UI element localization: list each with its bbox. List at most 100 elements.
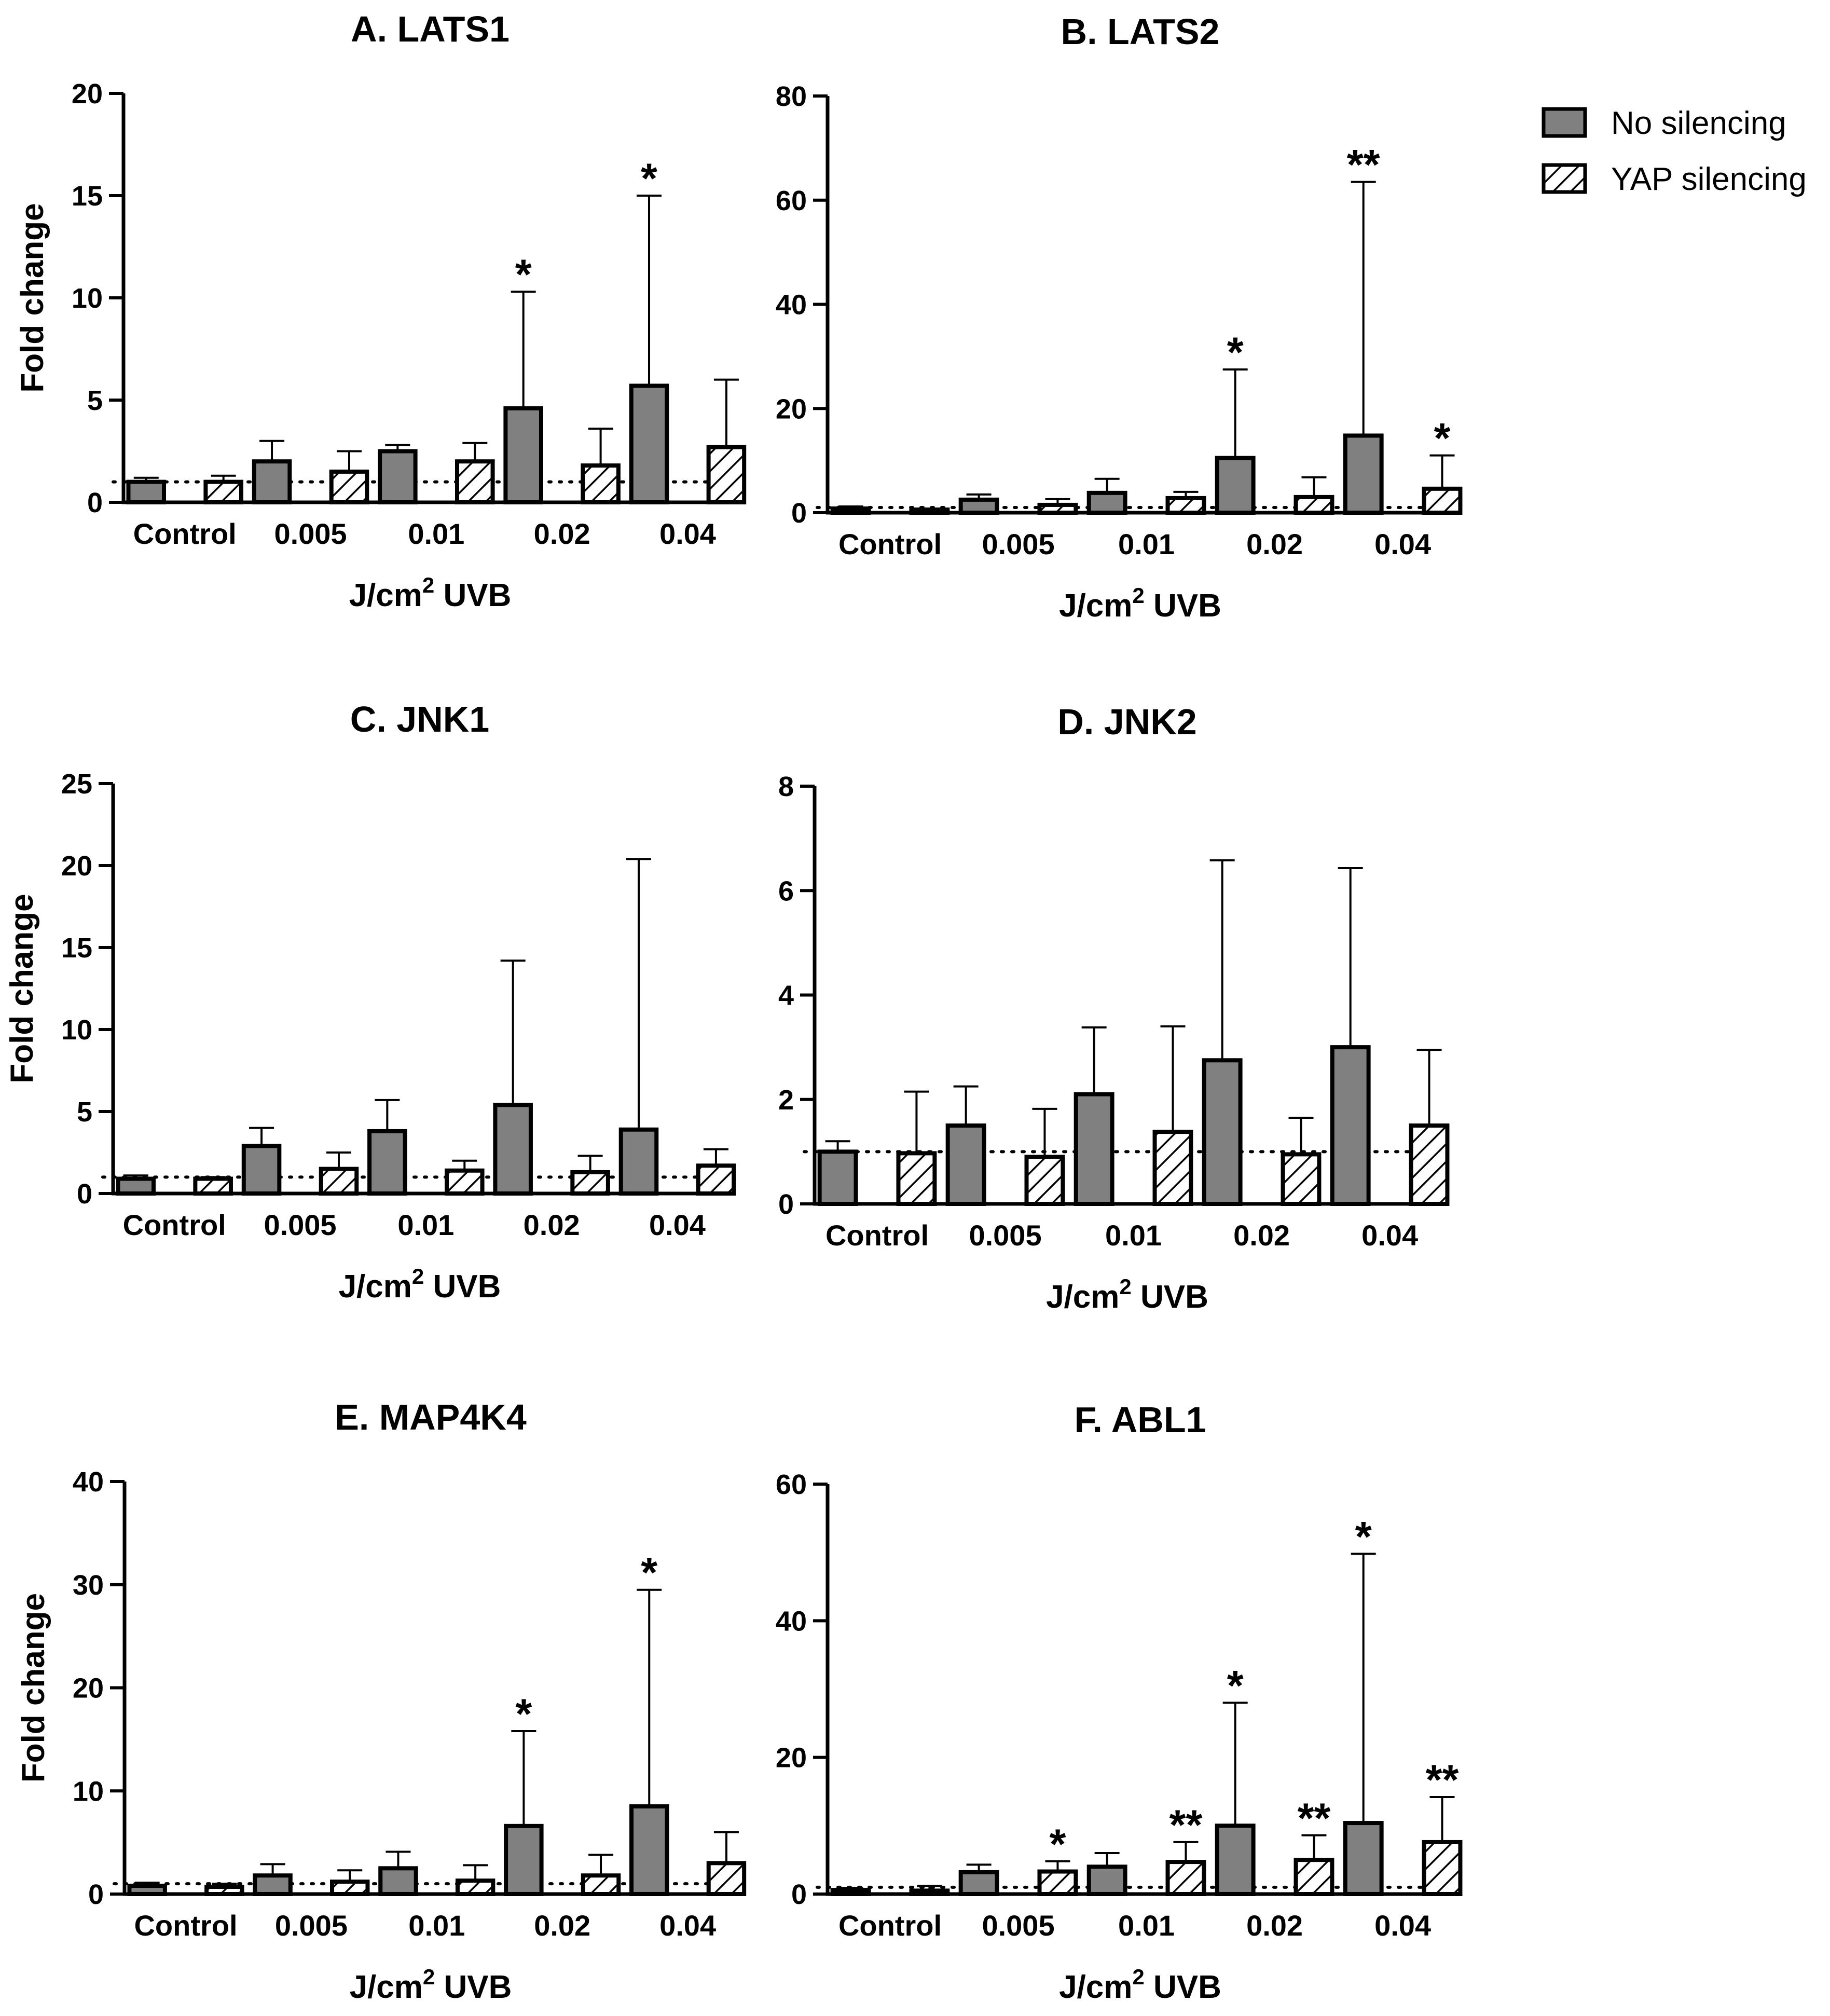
y-tick-label: 20 bbox=[61, 851, 92, 882]
x-axis-label-unit: J/cm bbox=[350, 1969, 423, 2005]
significance-mark: * bbox=[641, 155, 657, 202]
bar-no-silencing bbox=[1086, 1864, 1127, 1896]
chart-title: E. MAP4K4 bbox=[335, 1397, 527, 1437]
significance-mark: * bbox=[1227, 329, 1244, 376]
y-tick-label: 40 bbox=[776, 290, 807, 321]
bar-yap-silencing bbox=[696, 1163, 736, 1196]
legend-swatch-yap-silencing bbox=[1542, 163, 1587, 194]
bar-no-silencing bbox=[1330, 1045, 1371, 1206]
bar-yap-silencing bbox=[1294, 1858, 1334, 1897]
x-tick-label: 0.01 bbox=[408, 1909, 465, 1942]
significance-mark: ** bbox=[1298, 1795, 1331, 1842]
panel-jnk2: D. JNK2 Control 0.005 0.01 0.02 0.04 0 2 4 6 8 J/cm… bbox=[778, 702, 1450, 1315]
x-tick-label: 0.04 bbox=[1361, 1219, 1418, 1252]
x-axis-label-suffix: UVB bbox=[424, 1269, 501, 1305]
x-tick-label: 0.02 bbox=[1246, 1909, 1303, 1942]
bar-no-silencing bbox=[629, 383, 669, 504]
y-tick-label: 25 bbox=[61, 769, 92, 800]
x-axis-label: J/cm2 UVB bbox=[1059, 1965, 1221, 2005]
x-tick-label: 0.04 bbox=[659, 1909, 716, 1942]
x-axis-label-suffix: UVB bbox=[1145, 588, 1221, 624]
y-tick-label: 5 bbox=[77, 1096, 92, 1128]
x-tick-label: 0.005 bbox=[982, 528, 1054, 560]
bar-yap-silencing bbox=[1024, 1155, 1065, 1206]
significance-mark: * bbox=[1355, 1513, 1372, 1560]
bar-no-silencing bbox=[1215, 1823, 1256, 1896]
chart-title: C. JNK1 bbox=[350, 699, 489, 739]
bar-no-silencing bbox=[1215, 456, 1256, 515]
x-axis-label-sup: 2 bbox=[423, 1965, 435, 1989]
bar-yap-silencing bbox=[1294, 495, 1334, 515]
y-tick-label: 80 bbox=[776, 81, 807, 112]
x-axis-label-sup: 2 bbox=[1119, 1274, 1131, 1299]
x-tick-label: 0.04 bbox=[1374, 528, 1431, 560]
bar-yap-silencing bbox=[1409, 1123, 1450, 1206]
y-tick-label: 0 bbox=[77, 1178, 92, 1210]
bar-yap-silencing bbox=[330, 1880, 370, 1896]
x-axis-label: J/cm2 UVB bbox=[339, 1264, 501, 1305]
x-axis-label-unit: J/cm bbox=[1059, 588, 1132, 624]
y-tick-label: 6 bbox=[778, 875, 794, 907]
x-tick-label: Control bbox=[825, 1219, 929, 1252]
y-axis-label: Fold change bbox=[15, 203, 50, 392]
x-axis-label-suffix: UVB bbox=[435, 1969, 512, 2005]
bar-no-silencing bbox=[378, 449, 418, 504]
bar-no-silencing bbox=[1086, 490, 1127, 515]
x-axis-label-sup: 2 bbox=[422, 573, 434, 597]
significance-mark: * bbox=[1227, 1662, 1244, 1709]
x-tick-label: 0.01 bbox=[397, 1209, 454, 1241]
bar-yap-silencing bbox=[455, 459, 495, 505]
bar-no-silencing bbox=[493, 1103, 533, 1196]
x-tick-label: Control bbox=[838, 528, 942, 560]
y-tick-label: 20 bbox=[776, 393, 807, 424]
x-tick-label: 0.01 bbox=[1118, 528, 1175, 560]
panel-abl1: F. ABL1Control*0.005**0.01***0.02***0.04… bbox=[776, 1400, 1463, 2005]
bar-yap-silencing bbox=[329, 469, 369, 505]
bar-yap-silencing bbox=[203, 479, 243, 504]
bar-yap-silencing bbox=[1422, 1840, 1463, 1897]
x-tick-label: 0.005 bbox=[264, 1209, 336, 1241]
y-tick-label: 0 bbox=[88, 1879, 104, 1910]
bar-yap-silencing bbox=[1165, 496, 1206, 515]
legend-swatch-no-silencing bbox=[1542, 107, 1587, 138]
y-tick-label: 60 bbox=[776, 1469, 807, 1500]
bar-no-silencing bbox=[1343, 433, 1384, 515]
chart-title: D. JNK2 bbox=[1057, 702, 1196, 742]
y-tick-label: 20 bbox=[776, 1743, 807, 1774]
bar-yap-silencing bbox=[319, 1167, 359, 1196]
bar-yap-silencing bbox=[1422, 486, 1463, 515]
legend-label-no-silencing: No silencing bbox=[1611, 105, 1786, 141]
y-tick-label: 5 bbox=[87, 385, 103, 416]
bar-yap-silencing bbox=[1152, 1130, 1193, 1206]
bar-yap-silencing bbox=[1165, 1860, 1206, 1897]
y-tick-label: 15 bbox=[72, 181, 103, 212]
x-tick-label: Control bbox=[838, 1909, 942, 1942]
y-tick-label: 0 bbox=[791, 498, 807, 529]
x-tick-label: 0.005 bbox=[274, 517, 347, 550]
y-tick-label: 20 bbox=[72, 78, 103, 109]
x-axis-label: J/cm2 UVB bbox=[350, 1965, 512, 2005]
x-axis-label-unit: J/cm bbox=[349, 578, 422, 613]
bar-no-silencing bbox=[503, 406, 543, 505]
x-axis-label-unit: J/cm bbox=[1059, 1969, 1132, 2005]
bar-no-silencing bbox=[126, 479, 167, 504]
bar-yap-silencing bbox=[445, 1168, 485, 1196]
y-tick-label: 30 bbox=[73, 1570, 104, 1601]
y-tick-label: 20 bbox=[73, 1673, 104, 1704]
x-axis-label-unit: J/cm bbox=[339, 1269, 412, 1305]
significance-mark: * bbox=[515, 251, 532, 298]
y-tick-label: 8 bbox=[778, 771, 794, 802]
x-axis-label-suffix: UVB bbox=[1132, 1279, 1208, 1315]
bar-no-silencing bbox=[367, 1129, 407, 1196]
chart-title: F. ABL1 bbox=[1074, 1400, 1206, 1440]
significance-mark: * bbox=[1434, 415, 1451, 462]
x-axis-label-sup: 2 bbox=[412, 1264, 424, 1288]
bar-yap-silencing bbox=[193, 1176, 233, 1196]
bar-yap-silencing bbox=[896, 1151, 937, 1206]
significance-mark: ** bbox=[1426, 1757, 1459, 1804]
y-tick-label: 10 bbox=[61, 1014, 92, 1046]
bar-yap-silencing bbox=[455, 1878, 496, 1897]
bar-yap-silencing bbox=[1281, 1152, 1322, 1206]
bar-yap-silencing bbox=[706, 445, 747, 504]
